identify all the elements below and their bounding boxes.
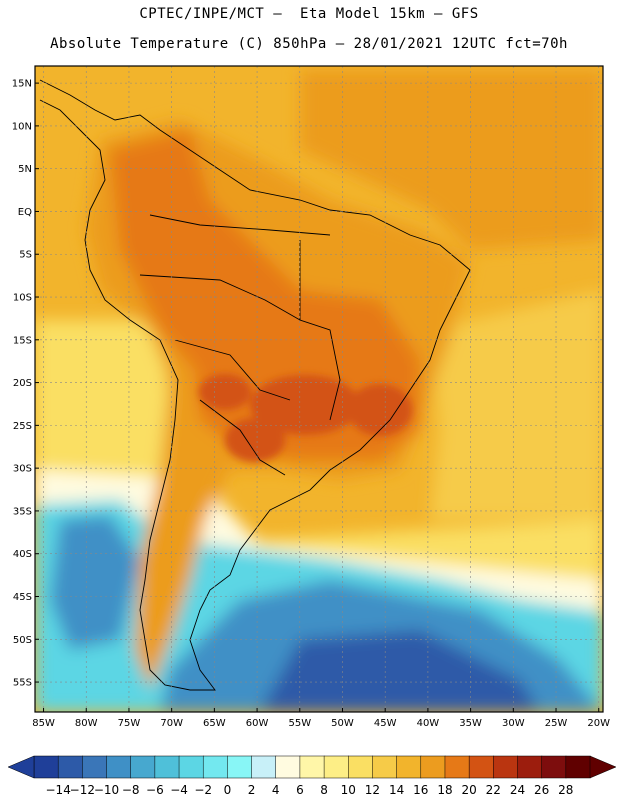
colorbar-swatch — [82, 755, 108, 779]
colorbar-swatch — [444, 755, 470, 779]
colorbar-swatch — [154, 755, 180, 779]
lat-label: 20S — [13, 378, 32, 389]
lon-label: 75W — [118, 718, 141, 729]
lat-label: 10S — [13, 293, 32, 304]
lat-label: 40S — [13, 549, 32, 560]
lon-label: 70W — [160, 718, 183, 729]
colorbar-label: 28 — [558, 783, 573, 797]
temperature-field — [35, 66, 603, 712]
colorbar-label: 14 — [389, 783, 404, 797]
colorbar-label: −6 — [146, 783, 164, 797]
colorbar-label: −10 — [94, 783, 119, 797]
colorbar-label: 8 — [320, 783, 328, 797]
hot-core-southeast — [348, 384, 412, 436]
lon-label: 50W — [331, 718, 354, 729]
colorbar-label: −2 — [194, 783, 212, 797]
colorbar-swatch — [541, 755, 567, 779]
map-frame — [34, 65, 604, 713]
map-subtitle: Absolute Temperature (C) 850hPa – 28/01/… — [50, 36, 568, 52]
lat-label: 45S — [13, 592, 32, 603]
colorbar-swatch — [323, 755, 349, 779]
subtropical-field — [430, 290, 603, 520]
lat-label: 10N — [12, 121, 32, 132]
lat-label: 25S — [13, 421, 32, 432]
colorbar: −14−12−10 −8 −6 −4 −2 0 2 4 6 8 10 12 14 16 18 20 22 24 26… — [7, 755, 617, 797]
lon-label: 65W — [203, 718, 226, 729]
colorbar-label: 10 — [341, 783, 356, 797]
lon-label: 25W — [545, 718, 568, 729]
south-america-coast — [39, 79, 471, 691]
colorbar-swatch — [420, 755, 446, 779]
lat-label: 50S — [13, 635, 32, 646]
colorbar-swatch — [517, 755, 543, 779]
lon-label: 40W — [417, 718, 440, 729]
colorbar-swatch — [106, 755, 132, 779]
colorbar-label: 16 — [413, 783, 428, 797]
colorbar-swatch — [348, 755, 373, 779]
colorbar-swatch — [57, 755, 83, 779]
colorbar-swatch — [178, 755, 204, 779]
colorbar-label: 18 — [437, 783, 452, 797]
lon-label: 55W — [288, 718, 311, 729]
lon-label: 85W — [32, 718, 55, 729]
lat-label: 15N — [12, 79, 32, 90]
lon-label: 20W — [587, 718, 610, 729]
colorbar-label: −14 — [46, 783, 71, 797]
border-bolivia-paraguay — [174, 339, 291, 401]
longitude-axis: 85W 80W 75W 70W 65W 60W 55W 50W 45W 40W 35W 30W 25W 2… — [32, 708, 610, 729]
lat-label: 5S — [19, 250, 32, 261]
colorbar-swatch — [493, 755, 519, 779]
colorbar-label: 12 — [365, 783, 380, 797]
border-peru-bolivia — [139, 274, 301, 321]
lat-label: 30S — [13, 464, 32, 475]
colorbar-label: 6 — [296, 783, 304, 797]
lon-label: 60W — [246, 718, 269, 729]
colorbar-label: 24 — [510, 783, 525, 797]
lat-label: 15S — [13, 335, 32, 346]
colorbar-swatch — [372, 755, 398, 779]
colorbar-label: −8 — [122, 783, 140, 797]
colorbar-swatch — [468, 755, 494, 779]
colorbar-swatch — [565, 755, 591, 779]
colorbar-high-arrow — [589, 755, 617, 779]
colorbar-swatch — [33, 755, 59, 779]
colorbar-swatch — [251, 755, 277, 779]
colorbar-label: −12 — [70, 783, 95, 797]
colorbar-label: 26 — [534, 783, 549, 797]
latitude-axis: 15N 10N 5N EQ 5S 10S 15S 20S 25S 30S 35S 40S 45S 50S 5… — [12, 79, 39, 689]
colorbar-swatch — [202, 755, 228, 779]
lon-label: 35W — [459, 718, 482, 729]
lon-label: 45W — [374, 718, 397, 729]
map-title: CPTEC/INPE/MCT – Eta Model 15km – GFS — [139, 6, 479, 22]
cold-pocket-west — [50, 515, 140, 650]
border-brazil-interior — [299, 240, 341, 421]
colorbar-label: −4 — [170, 783, 188, 797]
lat-label: 35S — [13, 506, 32, 517]
lat-label: EQ — [18, 207, 32, 218]
colorbar-swatch — [275, 755, 301, 779]
colorbar-swatch — [130, 755, 156, 779]
hot-core-south — [225, 418, 285, 462]
lon-label: 30W — [502, 718, 525, 729]
colorbar-label: 20 — [461, 783, 476, 797]
colorbar-swatch — [227, 755, 253, 779]
tropical-ocean-field — [300, 70, 603, 250]
border-argentina — [199, 399, 286, 476]
colorbar-swatch — [299, 755, 325, 779]
colorbar-swatch — [396, 755, 422, 779]
lat-label: 5N — [18, 164, 32, 175]
colorbar-label: 4 — [272, 783, 280, 797]
deep-cold-core — [260, 630, 540, 712]
lat-label: 55S — [13, 678, 32, 689]
hot-core-parana — [250, 375, 360, 435]
colorbar-low-arrow — [7, 755, 35, 779]
lon-label: 80W — [75, 718, 98, 729]
hot-core-chaco — [199, 374, 251, 410]
colorbar-label: 22 — [486, 783, 501, 797]
colorbar-label: 2 — [248, 783, 256, 797]
colorbar-label: 0 — [224, 783, 232, 797]
